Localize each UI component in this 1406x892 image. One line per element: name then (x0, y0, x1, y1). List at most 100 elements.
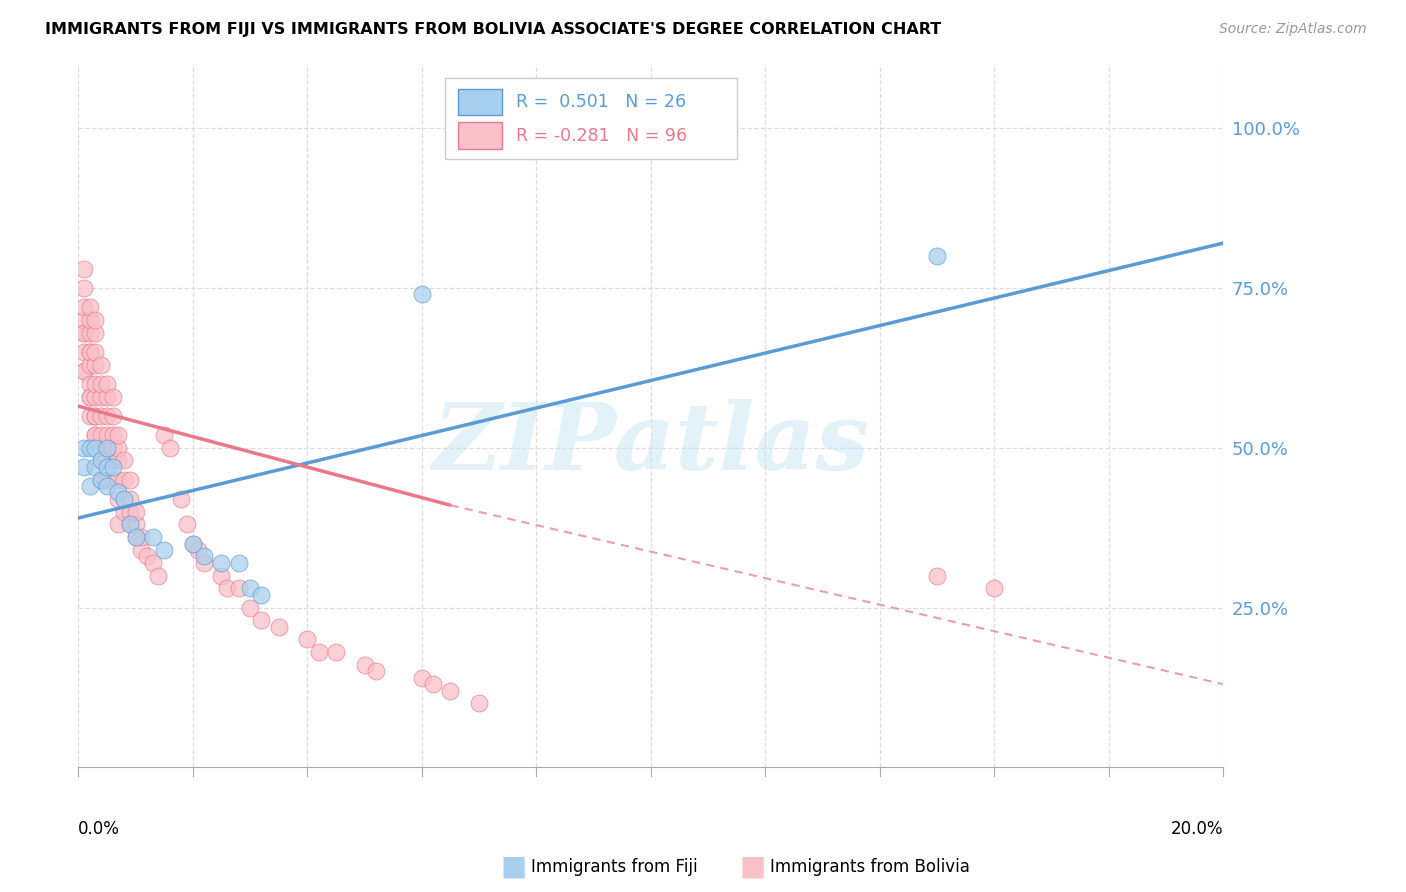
Point (209, 568, 232, 582)
Point (267, 620, 290, 634)
Point (364, 665, 387, 679)
Point (90, 376, 112, 391)
Point (187, 543, 209, 558)
Point (73, 326, 96, 340)
Point (118, 491, 141, 506)
Text: IMMIGRANTS FROM FIJI VS IMMIGRANTS FROM BOLIVIA ASSOCIATE'S DEGREE CORRELATION C: IMMIGRANTS FROM FIJI VS IMMIGRANTS FROM … (45, 22, 941, 37)
Point (90, 441, 112, 455)
Text: R = -0.281   N = 96: R = -0.281 N = 96 (516, 127, 686, 145)
Point (84, 376, 107, 391)
Point (124, 530, 146, 544)
Point (107, 485, 129, 500)
Point (153, 428, 176, 442)
Point (209, 556, 232, 570)
Point (112, 473, 135, 487)
Text: 20.0%: 20.0% (1171, 820, 1223, 838)
Point (308, 645, 330, 659)
Text: Source: ZipAtlas.com: Source: ZipAtlas.com (1219, 22, 1367, 37)
Point (148, 568, 170, 582)
Point (107, 453, 129, 467)
Point (79, 344, 101, 359)
Point (90, 409, 112, 423)
Point (79, 441, 101, 455)
Point (84, 409, 107, 423)
Point (124, 505, 146, 519)
Point (84, 313, 107, 327)
Point (112, 491, 135, 506)
Point (170, 491, 193, 506)
Text: ZIPatlas: ZIPatlas (432, 399, 869, 489)
Point (112, 505, 135, 519)
Point (129, 530, 152, 544)
Point (142, 530, 165, 544)
Text: Immigrants from Fiji: Immigrants from Fiji (531, 858, 699, 876)
Point (101, 390, 124, 404)
Point (73, 344, 96, 359)
Point (439, 683, 461, 698)
Point (101, 441, 124, 455)
Point (79, 326, 101, 340)
Point (112, 453, 135, 467)
Point (73, 326, 96, 340)
Point (118, 473, 141, 487)
Point (73, 441, 96, 455)
Point (96, 441, 118, 455)
Point (353, 658, 375, 673)
Point (101, 459, 124, 474)
Point (90, 473, 112, 487)
Point (983, 582, 1005, 596)
Point (101, 428, 124, 442)
Point (96, 479, 118, 493)
Point (79, 390, 101, 404)
Point (79, 344, 101, 359)
Point (90, 473, 112, 487)
Point (84, 344, 107, 359)
Point (84, 409, 107, 423)
Point (96, 390, 118, 404)
Point (73, 281, 96, 295)
Point (107, 441, 129, 455)
Point (84, 441, 107, 455)
Point (136, 549, 159, 564)
Point (101, 453, 124, 467)
Point (112, 491, 135, 506)
Text: ■: ■ (740, 853, 765, 881)
Point (96, 459, 118, 474)
Point (96, 428, 118, 442)
Point (107, 517, 129, 532)
Point (101, 409, 124, 423)
Point (101, 473, 124, 487)
Point (193, 556, 215, 570)
Point (79, 300, 101, 314)
Point (153, 543, 176, 558)
Point (96, 409, 118, 423)
Point (90, 390, 112, 404)
Point (84, 358, 107, 372)
Point (411, 671, 433, 685)
Point (925, 249, 948, 263)
Point (239, 600, 262, 615)
Text: R =  0.501   N = 26: R = 0.501 N = 26 (516, 93, 686, 111)
Point (73, 364, 96, 378)
Point (107, 473, 129, 487)
Point (90, 428, 112, 442)
Point (84, 390, 107, 404)
Point (176, 517, 198, 532)
Point (79, 358, 101, 372)
Point (73, 300, 96, 314)
Point (250, 588, 273, 602)
Point (79, 376, 101, 391)
Point (84, 428, 107, 442)
Point (84, 459, 107, 474)
FancyBboxPatch shape (458, 122, 502, 149)
Point (90, 453, 112, 467)
Point (79, 313, 101, 327)
Point (79, 390, 101, 404)
Point (239, 582, 262, 596)
Point (73, 459, 96, 474)
Point (73, 364, 96, 378)
Point (181, 536, 204, 550)
Point (181, 536, 204, 550)
Point (129, 543, 152, 558)
Point (422, 677, 444, 691)
